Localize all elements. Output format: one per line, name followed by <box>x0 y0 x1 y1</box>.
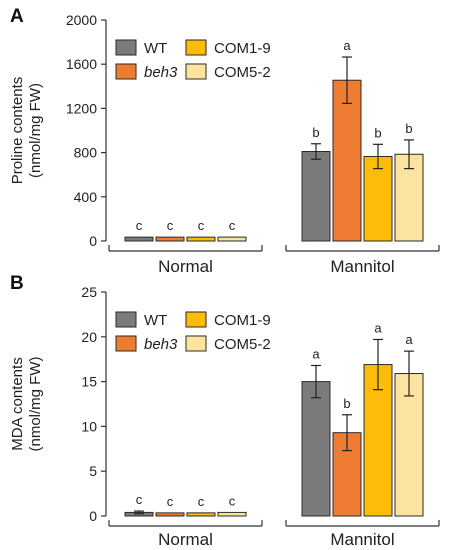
panel-a: A 0 400 800 1200 1600 2000 Proline contents (nmo… <box>9 6 440 276</box>
panel-letter: B <box>10 273 24 294</box>
significance-letter: c <box>229 493 236 508</box>
group-label: Normal <box>158 530 213 549</box>
significance-letter: b <box>343 396 350 411</box>
y-tick-label: 1600 <box>66 56 97 72</box>
y-tick-label: 0 <box>89 233 97 249</box>
bar <box>394 373 424 517</box>
significance-letter: a <box>312 346 320 361</box>
bar <box>363 155 393 242</box>
y-tick-label: 0 <box>89 508 97 524</box>
legend-swatch <box>185 335 207 352</box>
legend-swatch <box>115 311 137 328</box>
bar <box>217 511 247 517</box>
group-label: Mannitol <box>330 530 394 549</box>
y-tick-label: 800 <box>74 145 98 161</box>
significance-letter: c <box>167 494 174 509</box>
y-axis-title: Proline contents <box>9 77 26 185</box>
legend-swatch <box>185 63 207 80</box>
significance-letter: c <box>136 218 143 233</box>
significance-letter: b <box>374 125 381 140</box>
legend-swatch <box>115 63 137 80</box>
bar <box>186 512 216 517</box>
y-axis-title: MDA contents <box>9 357 26 450</box>
legend-label: COM1-9 <box>214 312 271 329</box>
y-tick-label: 20 <box>81 329 97 345</box>
significance-letter: b <box>405 121 412 136</box>
y-tick-label: 5 <box>89 463 97 479</box>
y-tick-label: 400 <box>74 189 98 205</box>
legend-label: WT <box>144 40 167 57</box>
bar <box>124 236 154 242</box>
legend-label: COM5-2 <box>214 64 271 81</box>
group-label: Mannitol <box>330 257 394 276</box>
significance-letter: b <box>312 125 319 140</box>
y-axis-title: (nmol/mg FW) <box>27 357 44 452</box>
bar <box>301 381 331 517</box>
panel-letter: A <box>10 6 24 27</box>
legend-swatch <box>185 311 207 328</box>
bar <box>301 150 331 242</box>
significance-letter: a <box>374 320 382 335</box>
bar <box>155 236 185 242</box>
bar <box>217 236 247 242</box>
legend-label: WT <box>144 312 167 329</box>
significance-letter: a <box>405 332 413 347</box>
significance-letter: a <box>343 38 351 53</box>
significance-letter: c <box>198 494 205 509</box>
group-label: Normal <box>158 257 213 276</box>
legend-swatch <box>115 39 137 56</box>
significance-letter: c <box>229 218 236 233</box>
bar <box>332 79 362 242</box>
y-tick-label: 15 <box>81 374 97 390</box>
legend-label: beh3 <box>144 336 178 353</box>
y-tick-label: 1200 <box>66 100 97 116</box>
bar <box>155 512 185 517</box>
legend-swatch <box>185 39 207 56</box>
significance-letter: c <box>198 218 205 233</box>
legend-label: COM1-9 <box>214 40 271 57</box>
legend-label: COM5-2 <box>214 336 271 353</box>
y-tick-label: 25 <box>81 284 97 300</box>
legend-label: beh3 <box>144 64 178 81</box>
legend-swatch <box>115 335 137 352</box>
y-tick-label: 2000 <box>66 12 97 28</box>
y-axis-title: (nmol/mg FW) <box>27 83 44 178</box>
panel-b: B 0 5 10 15 20 25 MDA contents (nmol/mg FW) c c c c N… <box>9 273 440 549</box>
significance-letter: c <box>167 218 174 233</box>
significance-letter: c <box>136 492 143 507</box>
bar <box>186 236 216 242</box>
y-tick-label: 10 <box>81 418 97 434</box>
